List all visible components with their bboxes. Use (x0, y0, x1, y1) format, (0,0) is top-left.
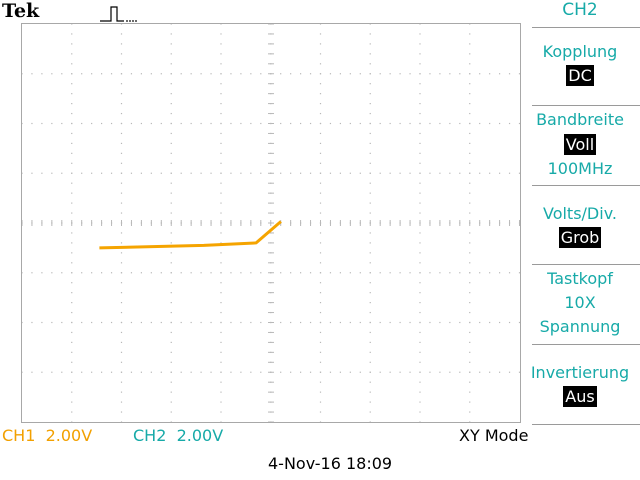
invert-value: Aus (563, 386, 597, 407)
volts-div-label: Volts/Div. (542, 204, 617, 223)
ch1-scale-readout: CH1 2.00V (2, 426, 92, 445)
ch2-scale: 2.00V (176, 426, 224, 445)
graticule (22, 24, 520, 422)
waveform-display (21, 23, 521, 423)
ch2-scale-readout: CH2 2.00V (133, 426, 223, 445)
probe-value: 10X (564, 293, 596, 312)
bandwidth-value: Voll (563, 134, 597, 155)
ch1-scale: 2.00V (45, 426, 93, 445)
menu-title: CH2 (562, 0, 598, 20)
menu-divider (532, 27, 640, 28)
display-mode: XY Mode (459, 426, 529, 445)
xy-trace (99, 220, 282, 250)
coupling-label: Kopplung (542, 42, 618, 61)
menu-divider (532, 344, 640, 345)
menu-divider (532, 185, 640, 186)
probe-sub: Spannung (539, 317, 621, 336)
pulse-trigger-icon (100, 6, 137, 22)
date-time: 4-Nov-16 18:09 (268, 454, 393, 473)
brand-logo: Tek (2, 0, 40, 22)
ch1-label: CH1 (2, 426, 36, 445)
bandwidth-sub: 100MHz (547, 159, 613, 178)
menu-divider (532, 424, 640, 425)
coupling-value: DC (566, 65, 594, 86)
menu-divider (532, 264, 640, 265)
invert-label: Invertierung (530, 363, 630, 382)
channel-menu: CH2 Kopplung DC Bandbreite Voll 100MHz V… (528, 0, 640, 430)
bandwidth-label: Bandbreite (536, 110, 624, 129)
ch2-label: CH2 (133, 426, 167, 445)
menu-divider (532, 105, 640, 106)
volts-div-value: Grob (558, 227, 602, 248)
probe-label: Tastkopf (547, 269, 613, 288)
